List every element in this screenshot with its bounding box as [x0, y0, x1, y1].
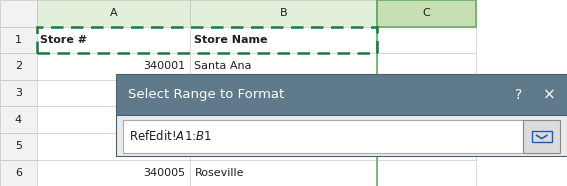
Text: ?: ?	[515, 88, 522, 102]
Bar	[377, 27, 476, 53]
Text: 1: 1	[15, 35, 22, 45]
Bar	[0, 0, 37, 27]
Text: 340001: 340001	[143, 62, 185, 71]
Text: Store Name: Store Name	[194, 35, 268, 45]
Text: RefEdit!$A$1:$B$1: RefEdit!$A$1:$B$1	[129, 129, 211, 143]
Text: 340005: 340005	[143, 168, 185, 178]
Bar	[37, 80, 190, 106]
Bar	[123, 120, 523, 153]
Bar	[37, 27, 190, 53]
Bar	[190, 80, 377, 106]
Bar	[377, 53, 476, 80]
Bar	[377, 80, 476, 106]
Bar	[377, 160, 476, 186]
Text: 4: 4	[15, 115, 22, 125]
Text: ×: ×	[543, 87, 555, 102]
Text: C: C	[423, 8, 430, 18]
Text: 340003: 340003	[143, 115, 185, 125]
Bar	[37, 27, 377, 53]
Bar	[377, 133, 476, 160]
Bar	[190, 27, 377, 53]
Text: C: C	[423, 8, 430, 18]
Text: Santa Ana: Santa Ana	[194, 62, 252, 71]
Bar	[37, 53, 190, 80]
Text: 2: 2	[15, 62, 22, 71]
Bar	[37, 160, 190, 186]
Text: Sherman Oaks: Sherman Oaks	[194, 88, 276, 98]
Bar	[116, 74, 567, 115]
Bar	[190, 133, 377, 160]
Bar	[377, 106, 476, 133]
Bar	[0, 53, 37, 80]
Bar	[116, 115, 567, 156]
Text: 340004: 340004	[143, 141, 185, 151]
Bar	[37, 133, 190, 160]
Text: 5: 5	[15, 141, 22, 151]
Bar	[377, 106, 476, 133]
Bar	[37, 0, 190, 27]
Bar	[0, 27, 37, 53]
Text: 6: 6	[15, 168, 22, 178]
Bar	[377, 160, 476, 186]
Bar	[532, 131, 552, 142]
Bar	[190, 106, 377, 133]
Bar	[0, 133, 37, 160]
Bar	[37, 106, 190, 133]
Text: A: A	[109, 8, 117, 18]
Bar	[523, 120, 560, 153]
Bar	[0, 106, 37, 133]
Bar	[377, 53, 476, 80]
Bar	[190, 53, 377, 80]
Text: Select Range to Format: Select Range to Format	[128, 88, 284, 101]
Text: Store #: Store #	[40, 35, 87, 45]
Bar	[190, 0, 377, 27]
Bar	[190, 160, 377, 186]
Bar	[377, 133, 476, 160]
Bar	[377, 0, 476, 27]
Bar	[377, 27, 476, 53]
Text: Roseville: Roseville	[194, 168, 244, 178]
Bar	[377, 80, 476, 106]
Bar	[0, 80, 37, 106]
Bar	[377, 0, 476, 27]
Text: 3: 3	[15, 88, 22, 98]
Text: 340002: 340002	[143, 88, 185, 98]
Text: B: B	[280, 8, 287, 18]
Bar	[0, 160, 37, 186]
